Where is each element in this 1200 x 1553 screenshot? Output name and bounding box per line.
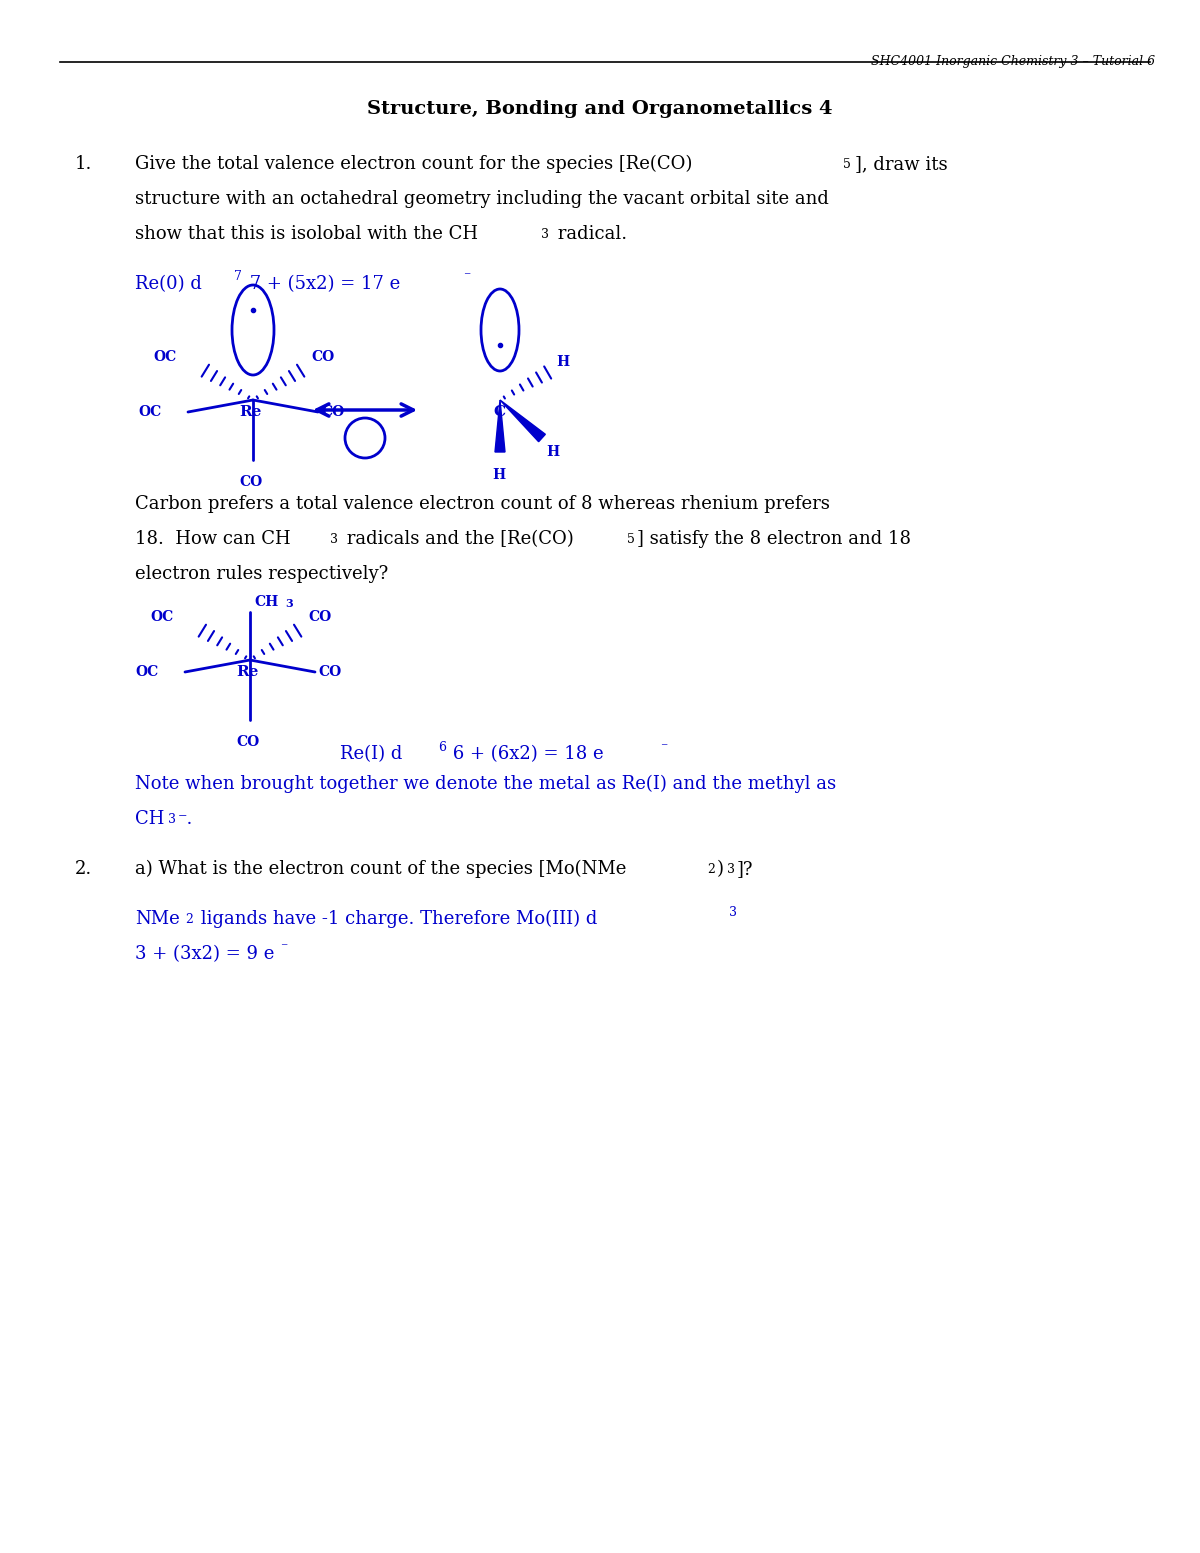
Text: 3 + (3x2) = 9 e: 3 + (3x2) = 9 e: [134, 944, 275, 963]
Text: CO: CO: [311, 349, 335, 363]
Text: 6 + (6x2) = 18 e: 6 + (6x2) = 18 e: [446, 745, 604, 763]
Text: ], draw its: ], draw its: [854, 155, 948, 172]
Text: 5: 5: [628, 533, 635, 547]
Text: CH: CH: [254, 595, 278, 609]
Text: OC: OC: [138, 405, 161, 419]
Text: ] satisfy the 8 electron and 18: ] satisfy the 8 electron and 18: [637, 530, 911, 548]
Text: OC: OC: [154, 349, 176, 363]
Text: ⁻: ⁻: [660, 741, 667, 755]
Text: Structure, Bonding and Organometallics 4: Structure, Bonding and Organometallics 4: [367, 99, 833, 118]
Text: ): ): [718, 860, 724, 877]
Text: structure with an octahedral geometry including the vacant orbital site and: structure with an octahedral geometry in…: [134, 189, 829, 208]
Text: 2: 2: [707, 863, 715, 876]
Text: a) What is the electron count of the species [Mo(NMe: a) What is the electron count of the spe…: [134, 860, 626, 879]
Text: Re: Re: [236, 665, 258, 679]
Text: CO: CO: [308, 610, 331, 624]
Text: radicals and the [Re(CO): radicals and the [Re(CO): [341, 530, 574, 548]
Text: CO: CO: [318, 665, 341, 679]
Text: Carbon prefers a total valence electron count of 8 whereas rhenium prefers: Carbon prefers a total valence electron …: [134, 495, 830, 512]
Text: ⁻: ⁻: [280, 941, 287, 955]
Text: radical.: radical.: [552, 225, 628, 242]
Text: SHC4001 Inorganic Chemistry 3 – Tutorial 6: SHC4001 Inorganic Chemistry 3 – Tutorial…: [871, 54, 1154, 68]
Polygon shape: [500, 401, 545, 441]
Text: ligands have -1 charge. Therefore Mo(III) d: ligands have -1 charge. Therefore Mo(III…: [194, 910, 598, 929]
Text: CH: CH: [134, 811, 164, 828]
Text: Re(0) d: Re(0) d: [134, 275, 202, 294]
Text: 2.: 2.: [74, 860, 92, 877]
Text: Note when brought together we denote the metal as Re(I) and the methyl as: Note when brought together we denote the…: [134, 775, 836, 794]
Text: H: H: [546, 446, 559, 460]
Text: show that this is isolobal with the CH: show that this is isolobal with the CH: [134, 225, 478, 242]
Text: NMe: NMe: [134, 910, 180, 929]
Text: 3: 3: [286, 598, 293, 609]
Text: 5: 5: [842, 158, 851, 171]
Text: Give the total valence electron count for the species [Re(CO): Give the total valence electron count fo…: [134, 155, 692, 174]
Text: ⁻: ⁻: [463, 270, 470, 284]
Text: CO: CO: [322, 405, 344, 419]
Text: 3: 3: [541, 228, 550, 241]
Text: 1.: 1.: [74, 155, 92, 172]
Text: OC: OC: [150, 610, 173, 624]
Text: C: C: [493, 405, 505, 419]
Text: 7 + (5x2) = 17 e: 7 + (5x2) = 17 e: [244, 275, 401, 294]
Text: 18.  How can CH: 18. How can CH: [134, 530, 290, 548]
Text: electron rules respectively?: electron rules respectively?: [134, 565, 389, 582]
Text: H: H: [556, 356, 569, 370]
Text: 7: 7: [234, 270, 242, 283]
Text: 3: 3: [330, 533, 338, 547]
Text: 2: 2: [185, 913, 193, 926]
Text: ]?: ]?: [737, 860, 754, 877]
Text: CO: CO: [236, 735, 259, 749]
Text: H: H: [492, 467, 505, 481]
Text: 3: 3: [730, 905, 737, 919]
Text: OC: OC: [134, 665, 158, 679]
Polygon shape: [496, 401, 505, 452]
Text: Re: Re: [239, 405, 262, 419]
Text: 3: 3: [727, 863, 734, 876]
Text: 3: 3: [168, 814, 176, 826]
Text: CO: CO: [239, 475, 263, 489]
Text: Re(I) d: Re(I) d: [340, 745, 402, 763]
Text: ⁻.: ⁻.: [178, 811, 193, 828]
Text: 6: 6: [438, 741, 446, 755]
